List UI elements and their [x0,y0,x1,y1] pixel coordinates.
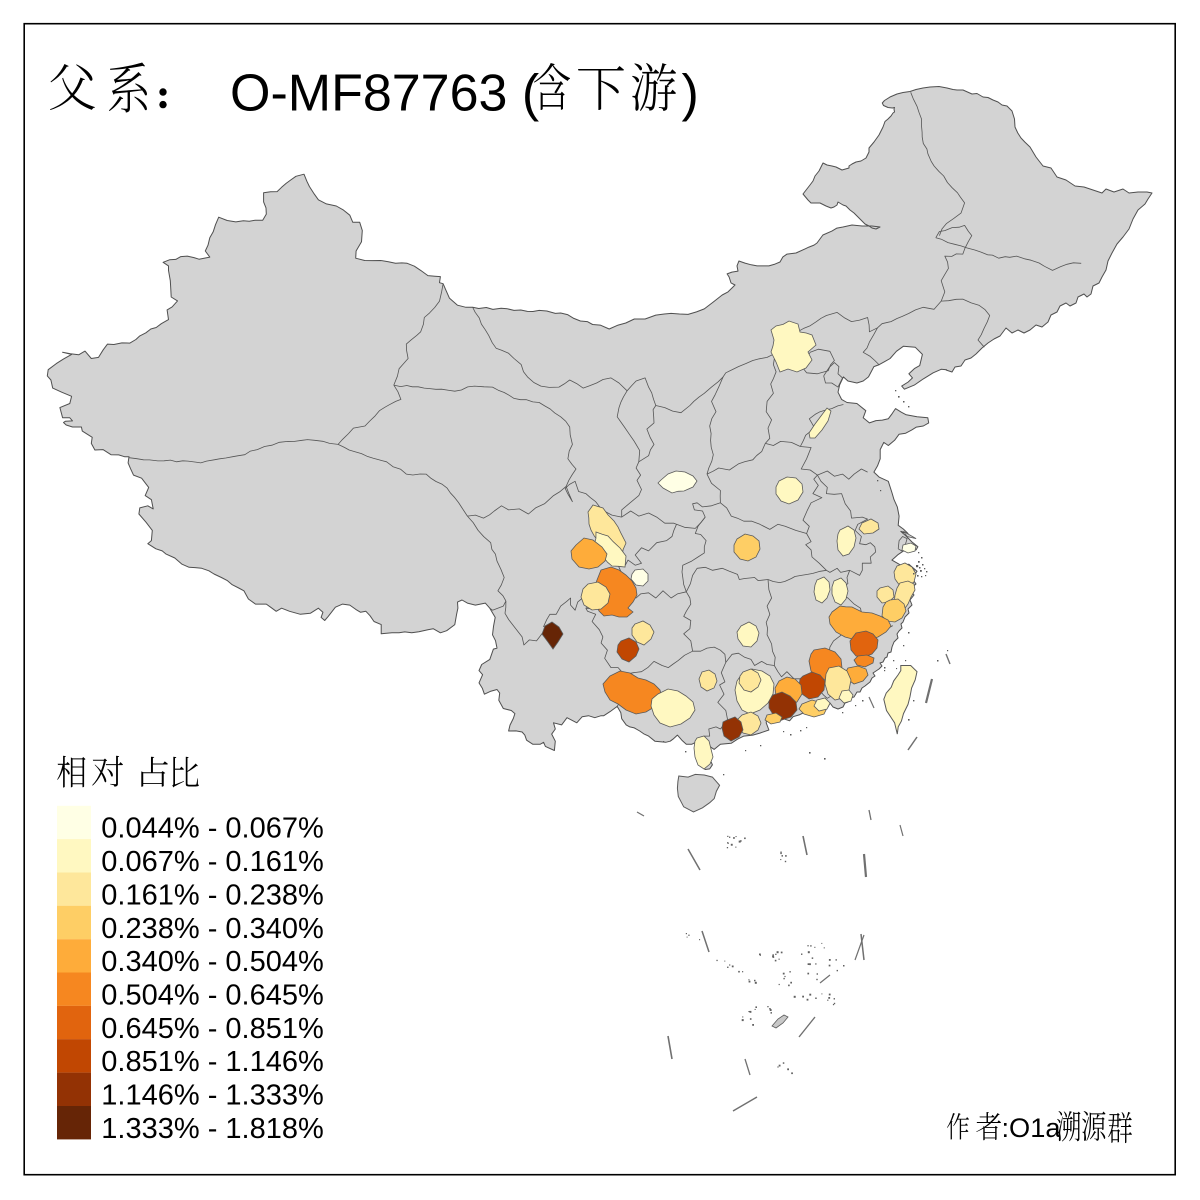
svg-text:0.645% - 0.851%: 0.645% - 0.851% [101,1013,323,1045]
svg-text:0.851% - 1.146%: 0.851% - 1.146% [101,1046,323,1078]
svg-text:O-MF87763 (: O-MF87763 ( [230,65,540,123]
svg-text:0.044% - 0.067%: 0.044% - 0.067% [101,813,323,845]
svg-text:0.340% - 0.504%: 0.340% - 0.504% [101,946,323,978]
svg-text:1.333% - 1.818%: 1.333% - 1.818% [101,1113,323,1145]
svg-text:0.067% - 0.161%: 0.067% - 0.161% [101,846,323,878]
svg-text:1.146% - 1.333%: 1.146% - 1.333% [101,1080,323,1112]
svg-text:0.504% - 0.645%: 0.504% - 0.645% [101,980,323,1012]
svg-text::O1a: :O1a [1002,1112,1062,1143]
svg-text:0.238% - 0.340%: 0.238% - 0.340% [101,913,323,945]
svg-text:0.161% - 0.238%: 0.161% - 0.238% [101,879,323,911]
svg-text:): ) [682,65,699,123]
